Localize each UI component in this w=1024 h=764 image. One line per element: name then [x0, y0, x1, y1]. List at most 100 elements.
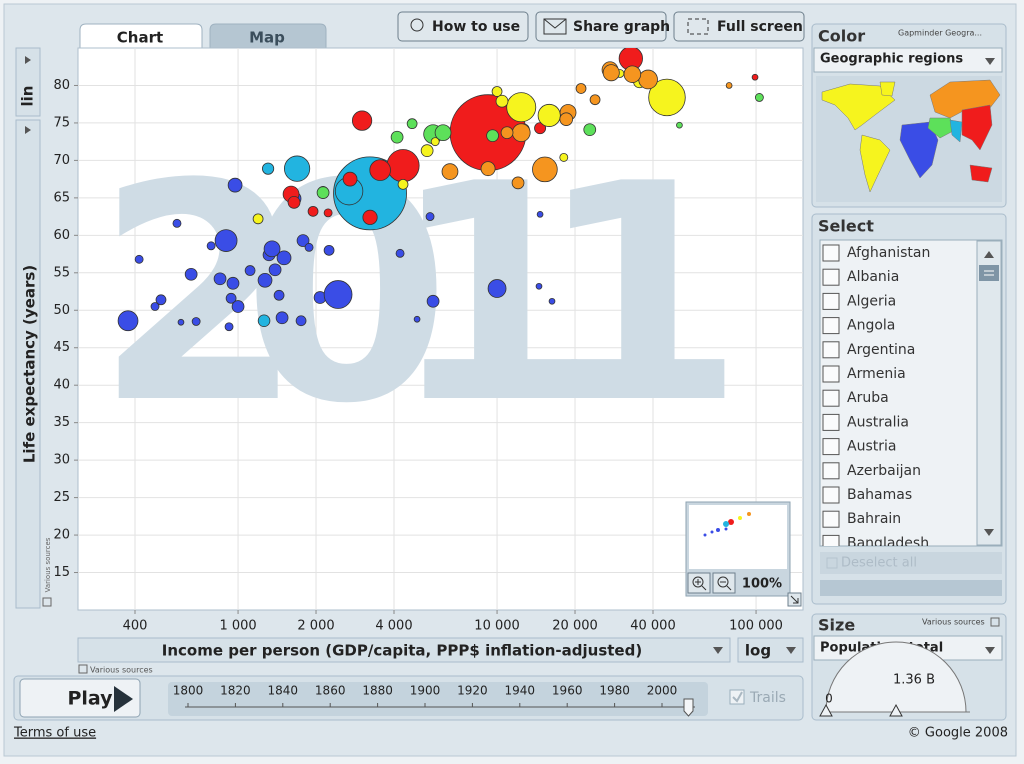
x-axis-title[interactable]: Income per person (GDP/capita, PPP$ infl… [162, 642, 642, 660]
country-checkbox[interactable] [822, 244, 840, 262]
bubble[interactable] [206, 241, 216, 251]
country-checkbox[interactable] [822, 462, 840, 480]
country-name[interactable]: Austria [847, 439, 896, 455]
zoom-out-button[interactable] [712, 572, 736, 594]
country-checkbox[interactable] [822, 510, 840, 528]
country-checkbox[interactable] [822, 365, 840, 383]
bubble[interactable] [486, 129, 499, 143]
bubble[interactable] [754, 93, 764, 102]
bubble[interactable] [184, 267, 198, 281]
bubble[interactable] [275, 311, 289, 325]
bubble[interactable] [511, 123, 531, 142]
panel-source[interactable]: Various sources [922, 618, 985, 627]
country-name[interactable]: Afghanistan [847, 245, 930, 261]
bubble[interactable] [273, 289, 285, 301]
button-label[interactable]: How to use [432, 19, 520, 35]
bubble[interactable] [425, 212, 435, 222]
tab-chart[interactable] [79, 23, 203, 49]
bubble[interactable] [430, 137, 440, 147]
country-name[interactable]: Bahamas [847, 487, 912, 503]
color-dropdown[interactable] [813, 47, 1003, 73]
bubble[interactable] [500, 126, 514, 140]
bubble[interactable] [150, 302, 160, 311]
share-graph-button[interactable] [535, 11, 667, 42]
bubble[interactable] [751, 73, 759, 81]
bubble[interactable] [395, 248, 405, 258]
country-name[interactable]: Australia [847, 414, 909, 430]
bubble[interactable] [420, 144, 434, 158]
y-indicator-box[interactable] [15, 119, 41, 609]
scrollbar[interactable] [976, 240, 1002, 546]
bubble[interactable] [535, 282, 543, 290]
deselect-label[interactable]: Deselect all [841, 556, 917, 571]
country-name[interactable]: Algeria [847, 293, 896, 309]
bubble[interactable] [623, 65, 642, 83]
bubble[interactable] [648, 78, 686, 117]
bubble[interactable] [548, 297, 556, 305]
bubble[interactable] [342, 171, 358, 187]
bubble[interactable] [386, 149, 420, 183]
bubble[interactable] [287, 196, 301, 209]
country-name[interactable]: Azerbaijan [847, 463, 921, 479]
country-checkbox[interactable] [822, 268, 840, 286]
deselect-button[interactable] [820, 552, 1002, 574]
zoom-in-button[interactable] [687, 572, 711, 594]
bubble[interactable] [224, 322, 234, 332]
panel-source[interactable]: Gapminder Geogra... [898, 29, 982, 38]
tab-map[interactable] [209, 23, 327, 49]
scroll-thumb[interactable] [979, 265, 999, 281]
dropdown-label[interactable]: Geographic regions [820, 52, 963, 67]
x-indicator-box[interactable] [77, 637, 731, 663]
bubble[interactable] [390, 130, 404, 144]
bubble[interactable] [323, 280, 353, 309]
country-checkbox[interactable] [822, 486, 840, 504]
bubble[interactable] [257, 272, 273, 288]
bubble[interactable] [155, 294, 167, 306]
bubble[interactable] [602, 64, 620, 82]
bubble[interactable] [506, 92, 537, 123]
bubble[interactable] [676, 121, 683, 129]
bubble[interactable] [214, 229, 238, 252]
bubble[interactable] [304, 242, 314, 252]
how-to-use-button[interactable] [397, 11, 529, 42]
bubble[interactable] [225, 292, 237, 304]
bubble[interactable] [536, 211, 544, 218]
bubble[interactable] [575, 83, 587, 94]
country-checkbox[interactable] [822, 413, 840, 431]
country-checkbox[interactable] [822, 389, 840, 407]
bubble[interactable] [589, 94, 601, 106]
button-label[interactable]: Share graph [573, 19, 670, 35]
bubble[interactable] [226, 276, 240, 290]
slider-handle[interactable] [683, 698, 694, 717]
bubble[interactable] [257, 314, 271, 328]
bubble[interactable] [491, 86, 503, 97]
bubble[interactable] [559, 112, 574, 126]
bubble[interactable] [268, 263, 282, 277]
bubble[interactable] [480, 161, 496, 177]
y-scale-box[interactable] [15, 47, 41, 117]
bubble[interactable] [191, 317, 201, 326]
bubble[interactable] [213, 272, 227, 286]
country-name[interactable]: Armenia [847, 366, 906, 382]
terms-link[interactable]: Terms of use [13, 726, 96, 741]
country-name[interactable]: Argentina [847, 342, 915, 358]
tab-label[interactable]: Chart [117, 29, 163, 47]
country-checkbox[interactable] [822, 317, 840, 335]
bubble[interactable] [276, 250, 292, 266]
country-name[interactable]: Aruba [847, 390, 889, 406]
y-scale-label[interactable]: lin [19, 86, 37, 107]
bubble[interactable] [532, 156, 558, 183]
play-button[interactable] [19, 678, 141, 718]
bubble[interactable] [172, 218, 182, 228]
bubble[interactable] [406, 118, 418, 130]
country-checkbox[interactable] [822, 292, 840, 310]
bubble[interactable] [231, 300, 245, 313]
y-axis-title[interactable]: Life expectancy (years) [21, 265, 39, 463]
bubble[interactable] [426, 294, 440, 308]
tab-label[interactable]: Map [249, 29, 285, 47]
bubble[interactable] [559, 152, 569, 162]
bubble[interactable] [323, 208, 333, 218]
size-handles[interactable] [819, 703, 903, 717]
bubble[interactable] [583, 123, 597, 137]
bubble[interactable] [263, 240, 281, 258]
